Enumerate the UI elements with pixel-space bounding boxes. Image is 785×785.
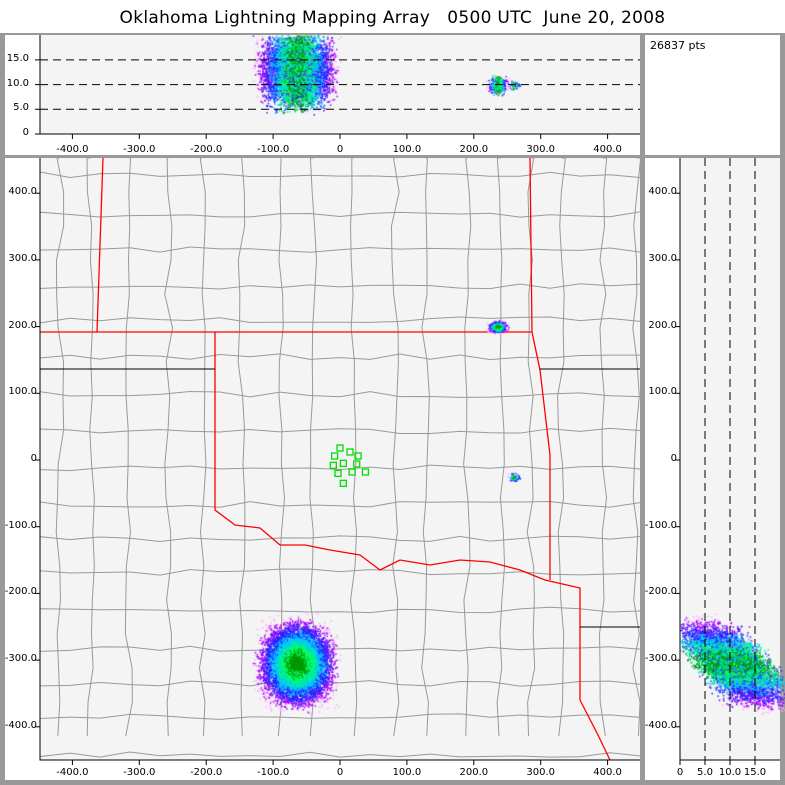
x-tick-label: 5.0 xyxy=(697,767,713,778)
x-tick-label: -400.0 xyxy=(56,767,89,778)
y-tick-label: -200.0 xyxy=(4,586,37,598)
x-tick-label: -200.0 xyxy=(190,767,223,778)
altitude-vs-x-panel xyxy=(5,35,640,155)
plan-view-panel xyxy=(5,158,640,780)
y-tick-label: -100.0 xyxy=(4,519,37,531)
x-tick-label: -100.0 xyxy=(256,767,290,778)
info-panel: 26837 pts xyxy=(645,35,780,155)
x-tick-label: -300.0 xyxy=(123,767,156,778)
y-tick-label: 0 xyxy=(30,453,37,464)
x-tick-label: 400.0 xyxy=(593,144,622,155)
y-tick-label: 10.0 xyxy=(6,77,29,89)
x-tick-label: 200.0 xyxy=(459,144,489,155)
x-tick-label: 15.0 xyxy=(743,767,767,778)
x-tick-label: 100.0 xyxy=(392,767,422,778)
y-tick-label: 200.0 xyxy=(8,319,37,331)
y-tick-label: 400.0 xyxy=(8,186,37,198)
y-tick-label: 300.0 xyxy=(8,252,37,264)
y-tick-label: 100.0 xyxy=(8,386,37,398)
y-tick-label: 0 xyxy=(22,127,29,138)
x-tick-label: 300.0 xyxy=(526,767,556,778)
y-tick-label: 15.0 xyxy=(6,52,29,64)
y-tick-label: 300.0 xyxy=(648,252,677,264)
x-tick-label: 0 xyxy=(676,767,684,778)
point-count: 26837 pts xyxy=(650,39,706,52)
x-tick-label: 0 xyxy=(336,767,344,778)
y-tick-label: -400.0 xyxy=(4,719,37,731)
x-tick-label: 0 xyxy=(336,144,344,155)
x-tick-label: -100.0 xyxy=(256,144,290,155)
x-tick-label: -400.0 xyxy=(56,144,89,155)
y-tick-label: 200.0 xyxy=(648,319,677,331)
altitude-vs-y-panel xyxy=(645,158,780,780)
x-tick-label: 100.0 xyxy=(392,144,422,155)
x-tick-label: 400.0 xyxy=(593,767,622,778)
y-tick-label: 100.0 xyxy=(648,386,677,398)
chart-title: Oklahoma Lightning Mapping Array 0500 UT… xyxy=(0,0,785,33)
y-tick-label: -100.0 xyxy=(644,519,677,531)
x-tick-label: -200.0 xyxy=(190,144,223,155)
x-tick-label: -300.0 xyxy=(123,144,156,155)
y-tick-label: -300.0 xyxy=(644,653,677,665)
y-tick-label: 400.0 xyxy=(648,186,677,198)
y-tick-label: 0 xyxy=(670,453,677,464)
y-tick-label: -200.0 xyxy=(644,586,677,598)
y-tick-label: 5.0 xyxy=(13,102,29,114)
y-tick-label: -300.0 xyxy=(4,653,37,665)
x-tick-label: 10.0 xyxy=(718,767,742,778)
x-tick-label: 300.0 xyxy=(526,144,556,155)
x-tick-label: 200.0 xyxy=(459,767,489,778)
y-tick-label: -400.0 xyxy=(644,719,677,731)
